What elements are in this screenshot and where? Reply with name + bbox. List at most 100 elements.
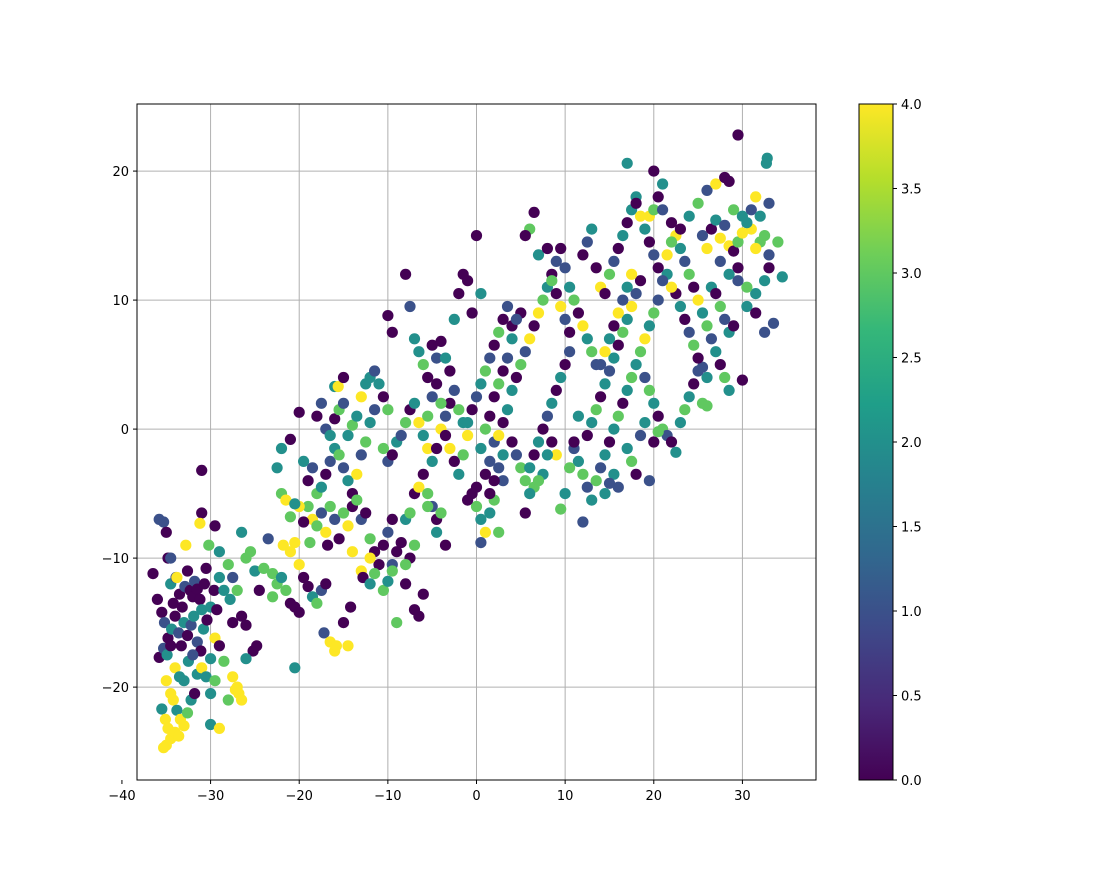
scatter-point — [599, 378, 611, 390]
colorbar-tick-label: 1.5 — [901, 521, 922, 536]
scatter-point — [603, 333, 616, 345]
scatter-point — [470, 230, 483, 242]
y-tick-label: 0 — [121, 423, 129, 438]
scatter-point — [386, 449, 398, 461]
scatter-point — [330, 640, 342, 652]
scatter-point — [364, 578, 376, 590]
scatter-point — [196, 604, 208, 616]
scatter-point — [306, 462, 319, 474]
scatter-point — [200, 671, 212, 683]
scatter-point — [453, 468, 465, 480]
scatter-point — [714, 359, 726, 371]
scatter-point — [750, 191, 762, 203]
scatter-point — [501, 404, 514, 416]
scatter-point — [643, 320, 656, 332]
scatter-point — [630, 359, 642, 371]
scatter-point — [167, 694, 179, 706]
scatter-point — [515, 359, 527, 371]
scatter-point — [377, 391, 389, 403]
scatter-point — [683, 391, 695, 403]
scatter-point — [298, 516, 310, 528]
scatter-point — [595, 359, 607, 371]
scatter-point — [160, 526, 172, 538]
colorbar-tick-label: 3.5 — [901, 183, 922, 198]
scatter-point — [231, 584, 243, 597]
scatter-point — [439, 429, 452, 442]
scatter-point — [488, 391, 500, 403]
scatter-point — [586, 346, 598, 358]
scatter-point — [519, 475, 531, 487]
scatter-point — [701, 400, 713, 412]
colorbar-tick-label: 2.5 — [901, 352, 922, 367]
scatter-point — [577, 468, 589, 480]
scatter-point — [754, 210, 766, 222]
scatter-point — [267, 568, 279, 580]
scatter-point — [224, 593, 236, 606]
scatter-point — [180, 539, 192, 551]
colorbar-tick-label: 0.5 — [901, 690, 922, 705]
scatter-point — [444, 365, 456, 377]
scatter-point — [320, 578, 332, 590]
scatter-point — [391, 546, 403, 558]
scatter-point — [714, 232, 726, 244]
scatter-point — [158, 742, 170, 754]
scatter-point — [171, 704, 183, 716]
colorbar-tick-label: 3.0 — [901, 267, 922, 282]
scatter-point — [156, 703, 168, 715]
scatter-point — [377, 584, 389, 597]
scatter-point — [404, 507, 416, 519]
scatter-point — [608, 352, 620, 364]
scatter-point — [555, 503, 567, 515]
scatter-point — [169, 610, 181, 622]
colorbar-tick-label: 1.0 — [901, 605, 922, 620]
scatter-point — [355, 391, 367, 403]
scatter-point — [188, 610, 200, 622]
scatter-point — [776, 271, 788, 283]
scatter-point — [701, 320, 713, 332]
scatter-point — [377, 442, 389, 455]
scatter-point — [705, 223, 718, 235]
x-tick-label: 0 — [472, 789, 480, 804]
scatter-point — [176, 601, 188, 613]
scatter-point — [590, 262, 602, 274]
scatter-point — [205, 688, 217, 700]
scatter-point — [736, 374, 749, 386]
scatter-point — [400, 559, 412, 571]
scatter-point — [683, 326, 695, 338]
scatter-point — [612, 307, 624, 319]
scatter-point — [759, 275, 771, 287]
scatter-point — [160, 675, 172, 687]
scatter-point — [209, 675, 221, 687]
scatter-point — [657, 204, 669, 216]
scatter-point — [612, 242, 624, 255]
y-tick-label: 20 — [112, 165, 129, 180]
scatter-point — [643, 384, 656, 396]
scatter-point — [213, 722, 225, 735]
scatter-point — [462, 494, 474, 506]
scatter-point — [595, 462, 607, 474]
scatter-point — [280, 494, 292, 506]
scatter-point — [422, 500, 434, 513]
scatter-point — [670, 446, 682, 458]
scatter-point — [439, 539, 452, 551]
scatter-point — [435, 507, 447, 519]
scatter-point — [488, 339, 500, 351]
scatter-point — [586, 223, 598, 235]
scatter-point — [528, 320, 540, 332]
colorbar-tick-label: 2.0 — [901, 436, 922, 451]
scatter-point — [612, 410, 624, 422]
scatter-point — [497, 417, 509, 429]
scatter-point — [595, 391, 607, 403]
scatter-point — [284, 511, 296, 523]
scatter-point — [422, 410, 434, 422]
scatter-point — [475, 537, 487, 549]
scatter-plot: −40 −30 −20 −10 0 10 20 30 −20 −10 0 10 20 — [102, 103, 817, 804]
scatter-point — [435, 397, 447, 409]
scatter-point — [457, 449, 469, 461]
scatter-point — [555, 371, 567, 384]
scatter-point — [599, 288, 611, 300]
scatter-point — [524, 488, 536, 500]
scatter-point — [763, 262, 775, 274]
scatter-point — [714, 255, 726, 267]
scatter-point — [572, 307, 585, 319]
